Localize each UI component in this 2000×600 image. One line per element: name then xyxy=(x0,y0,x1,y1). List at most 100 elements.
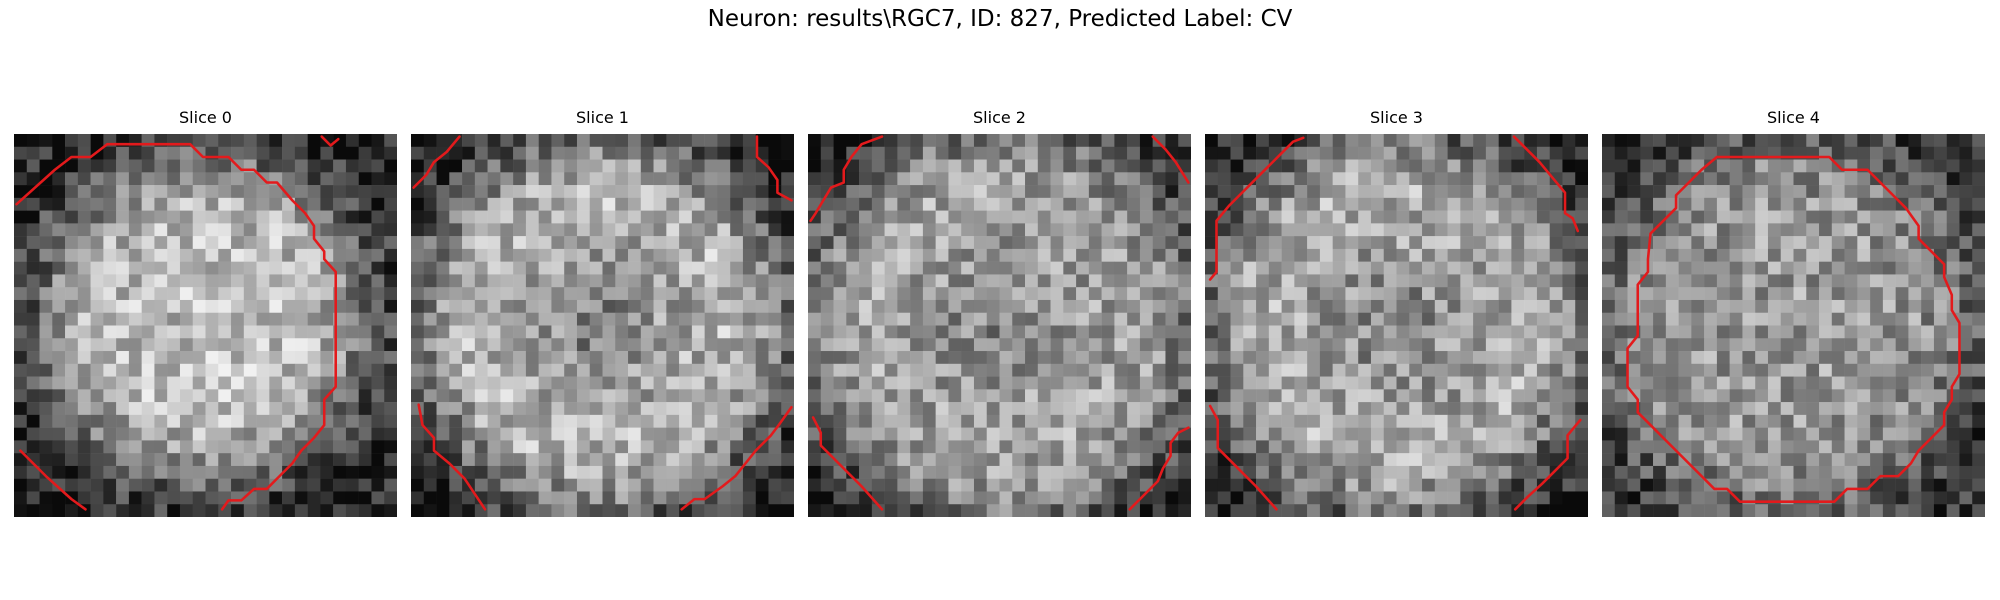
image-pixel xyxy=(192,299,206,313)
image-pixel xyxy=(1831,146,1845,160)
image-pixel xyxy=(1165,312,1179,326)
image-pixel xyxy=(1101,248,1115,262)
image-pixel xyxy=(1294,453,1308,467)
image-pixel xyxy=(884,376,898,390)
image-pixel xyxy=(602,363,616,377)
image-pixel xyxy=(1755,363,1769,377)
image-pixel xyxy=(1536,172,1550,186)
image-pixel xyxy=(999,465,1013,479)
image-pixel xyxy=(781,172,794,186)
image-pixel xyxy=(1101,504,1115,517)
image-pixel xyxy=(602,274,616,288)
image-pixel xyxy=(39,389,53,403)
image-pixel xyxy=(986,414,1000,428)
image-pixel xyxy=(116,299,130,313)
image-pixel xyxy=(1101,261,1115,275)
image-pixel xyxy=(1640,453,1654,467)
image-pixel xyxy=(1742,159,1756,173)
image-pixel xyxy=(1050,185,1064,199)
image-pixel xyxy=(986,159,1000,173)
image-pixel xyxy=(1460,261,1474,275)
image-pixel xyxy=(846,453,860,467)
image-pixel xyxy=(653,287,667,301)
image-pixel xyxy=(1806,261,1820,275)
image-pixel xyxy=(910,312,924,326)
image-pixel xyxy=(513,274,527,288)
image-pixel xyxy=(1101,402,1115,416)
image-pixel xyxy=(859,465,873,479)
image-pixel xyxy=(564,338,578,352)
image-pixel xyxy=(192,261,206,275)
image-pixel xyxy=(116,478,130,492)
image-pixel xyxy=(615,376,629,390)
image-pixel xyxy=(14,325,28,339)
image-pixel xyxy=(1549,389,1563,403)
image-pixel xyxy=(154,465,168,479)
image-pixel xyxy=(1178,414,1191,428)
image-pixel xyxy=(358,440,372,454)
image-pixel xyxy=(179,504,193,517)
image-pixel xyxy=(948,146,962,160)
image-pixel xyxy=(320,325,334,339)
image-pixel xyxy=(666,185,680,199)
image-pixel xyxy=(1383,146,1397,160)
image-pixel xyxy=(1959,248,1973,262)
image-pixel xyxy=(935,427,949,441)
image-pixel xyxy=(39,261,53,275)
image-pixel xyxy=(1729,299,1743,313)
image-pixel xyxy=(1870,363,1884,377)
image-pixel xyxy=(1139,146,1153,160)
image-pixel xyxy=(742,351,756,365)
image-pixel xyxy=(26,402,40,416)
image-pixel xyxy=(1178,504,1191,517)
image-pixel xyxy=(1025,287,1039,301)
image-pixel xyxy=(755,223,769,237)
image-pixel xyxy=(282,223,296,237)
image-pixel xyxy=(1319,261,1333,275)
image-pixel xyxy=(436,223,450,237)
image-pixel xyxy=(1895,236,1909,250)
image-pixel xyxy=(320,197,334,211)
image-pixel xyxy=(922,287,936,301)
image-pixel xyxy=(884,236,898,250)
image-pixel xyxy=(1665,491,1679,505)
image-pixel xyxy=(602,261,616,275)
image-pixel xyxy=(922,491,936,505)
image-pixel xyxy=(871,465,885,479)
image-pixel xyxy=(1536,248,1550,262)
image-pixel xyxy=(1742,363,1756,377)
image-pixel xyxy=(14,338,28,352)
image-pixel xyxy=(167,312,181,326)
image-pixel xyxy=(1678,389,1692,403)
image-pixel xyxy=(1614,236,1628,250)
image-pixel xyxy=(462,274,476,288)
image-pixel xyxy=(1549,248,1563,262)
image-pixel xyxy=(1857,465,1871,479)
image-pixel xyxy=(897,363,911,377)
image-pixel xyxy=(602,351,616,365)
image-pixel xyxy=(282,261,296,275)
image-pixel xyxy=(1511,338,1525,352)
image-pixel xyxy=(1549,172,1563,186)
image-pixel xyxy=(1729,427,1743,441)
image-pixel xyxy=(704,453,718,467)
image-pixel xyxy=(730,312,744,326)
image-pixel xyxy=(551,261,565,275)
image-pixel xyxy=(1460,210,1474,224)
image-pixel xyxy=(52,402,66,416)
image-pixel xyxy=(1205,223,1219,237)
image-pixel xyxy=(871,236,885,250)
image-pixel xyxy=(742,146,756,160)
image-pixel xyxy=(243,223,257,237)
image-pixel xyxy=(1511,236,1525,250)
image-pixel xyxy=(282,440,296,454)
image-pixel xyxy=(358,478,372,492)
image-pixel xyxy=(154,338,168,352)
image-pixel xyxy=(1653,261,1667,275)
image-pixel xyxy=(294,363,308,377)
image-pixel xyxy=(26,223,40,237)
image-pixel xyxy=(333,440,347,454)
image-pixel xyxy=(1908,414,1922,428)
image-pixel xyxy=(820,274,834,288)
image-pixel xyxy=(358,146,372,160)
